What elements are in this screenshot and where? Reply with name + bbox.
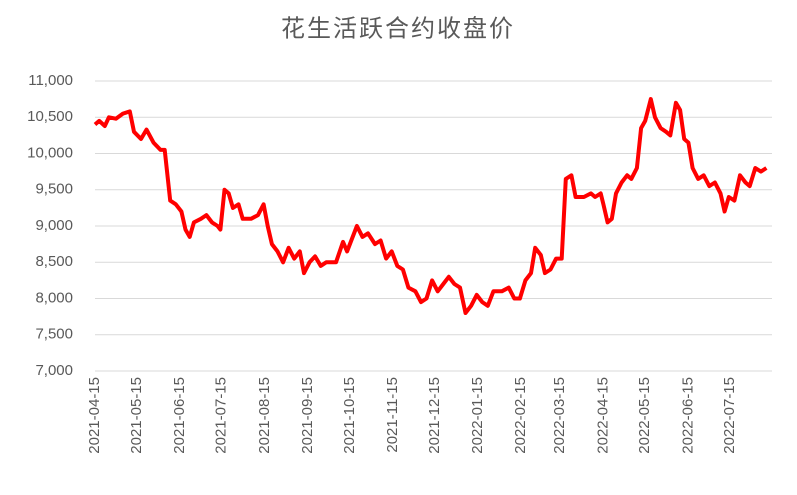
x-tick-label: 2022-01-15 [469, 377, 486, 454]
y-tick-label: 9,000 [35, 217, 73, 234]
y-tick-label: 7,000 [35, 362, 73, 379]
x-tick-label: 2022-07-15 [721, 377, 738, 454]
y-tick-label: 8,500 [35, 253, 73, 270]
x-tick-label: 2022-04-15 [594, 377, 611, 454]
y-tick-label: 10,500 [27, 108, 73, 125]
x-tick-label: 2021-10-15 [341, 377, 358, 454]
y-tick-label: 11,000 [28, 72, 73, 89]
x-tick-label: 2022-05-15 [636, 377, 653, 454]
price-line [93, 97, 768, 315]
x-tick-label: 2021-04-15 [86, 377, 103, 454]
x-tick-label: 2021-09-15 [299, 377, 316, 454]
x-tick-label: 2022-03-15 [551, 377, 568, 454]
x-tick-label: 2021-06-15 [171, 377, 188, 454]
x-tick-label: 2021-08-15 [256, 377, 273, 454]
y-tick-label: 10,000 [27, 144, 73, 161]
x-tick-label: 2022-02-15 [512, 377, 529, 454]
x-tick-label: 2022-06-15 [679, 377, 696, 454]
x-tick-label: 2021-05-15 [128, 377, 145, 454]
chart-title: 花生活跃合约收盘价 [281, 15, 515, 42]
x-tick-label: 2021-11-15 [384, 377, 401, 453]
y-tick-label: 9,500 [35, 181, 73, 198]
x-tick-label: 2021-07-15 [213, 377, 230, 454]
x-tick-label: 2021-12-15 [426, 377, 443, 454]
y-tick-label: 8,000 [35, 289, 73, 306]
y-tick-label: 7,500 [35, 326, 73, 343]
